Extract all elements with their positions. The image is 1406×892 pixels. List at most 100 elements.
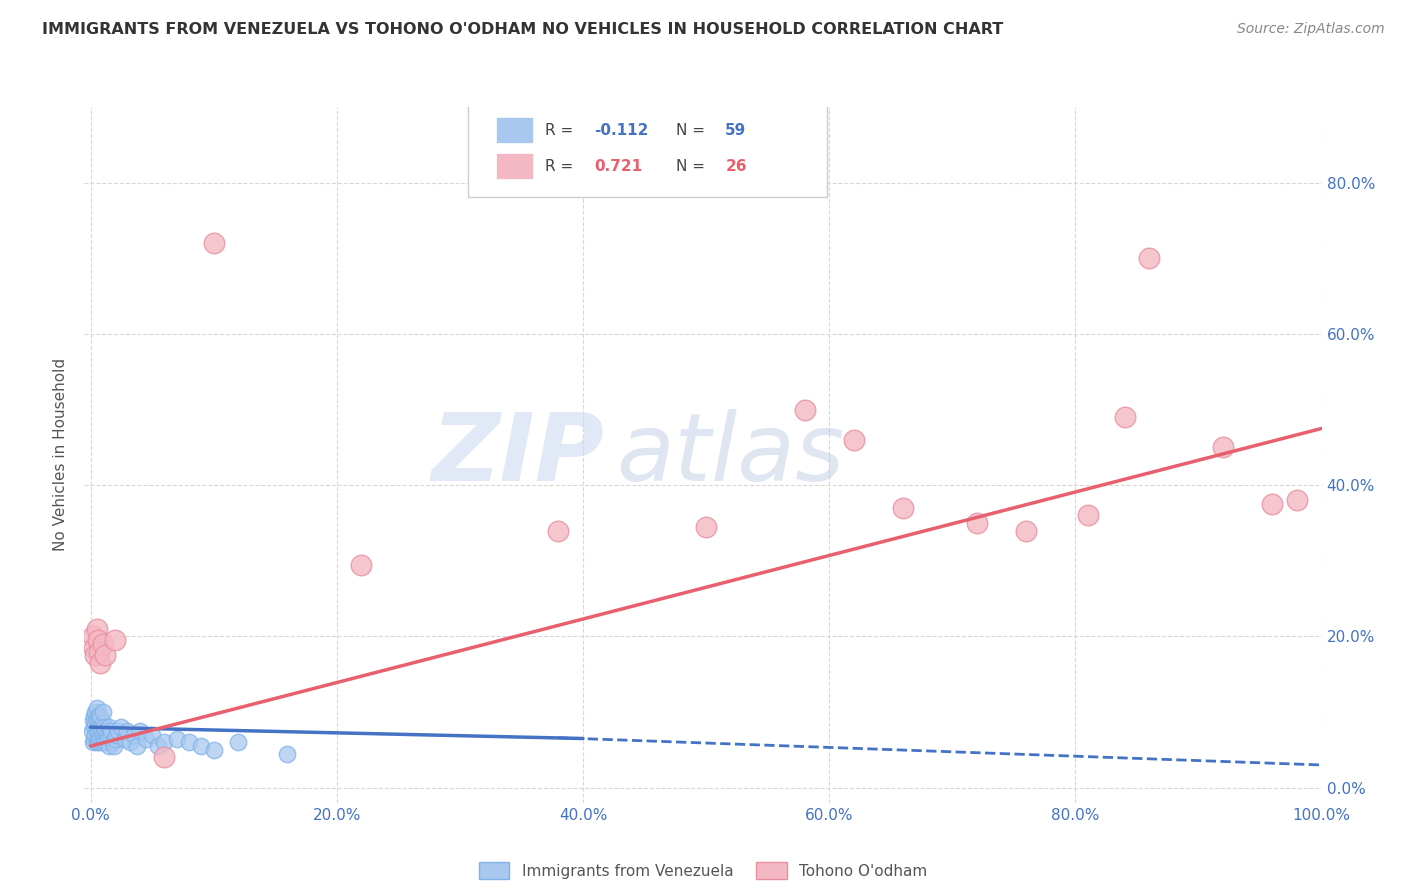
Y-axis label: No Vehicles in Household: No Vehicles in Household bbox=[53, 359, 69, 551]
Point bbox=[350, 558, 373, 572]
Point bbox=[110, 720, 132, 734]
Text: -0.112: -0.112 bbox=[595, 122, 648, 137]
Point bbox=[97, 731, 120, 746]
Point bbox=[276, 747, 298, 761]
Text: Source: ZipAtlas.com: Source: ZipAtlas.com bbox=[1237, 22, 1385, 37]
Point bbox=[695, 520, 717, 534]
Point bbox=[83, 708, 105, 723]
Point bbox=[86, 622, 108, 636]
Point bbox=[177, 735, 200, 749]
Point bbox=[98, 739, 121, 753]
Point bbox=[793, 402, 815, 417]
Text: IMMIGRANTS FROM VENEZUELA VS TOHONO O'ODHAM NO VEHICLES IN HOUSEHOLD CORRELATION: IMMIGRANTS FROM VENEZUELA VS TOHONO O'OD… bbox=[42, 22, 1004, 37]
Point bbox=[122, 728, 145, 742]
Point bbox=[91, 705, 114, 719]
Point bbox=[114, 731, 136, 746]
Point bbox=[87, 731, 110, 746]
Text: N =: N = bbox=[676, 122, 710, 137]
Point bbox=[98, 728, 121, 742]
Text: 59: 59 bbox=[725, 122, 747, 137]
Point bbox=[94, 735, 117, 749]
Point bbox=[87, 633, 110, 648]
Point bbox=[1137, 252, 1160, 266]
Point bbox=[83, 731, 105, 746]
Point bbox=[86, 713, 108, 727]
Bar bbox=[496, 153, 533, 179]
Point bbox=[98, 720, 121, 734]
Point bbox=[84, 705, 107, 719]
Text: R =: R = bbox=[544, 122, 578, 137]
Point bbox=[82, 713, 104, 727]
Point bbox=[226, 735, 249, 749]
Point bbox=[202, 236, 225, 251]
Point bbox=[93, 731, 115, 746]
Point bbox=[80, 723, 103, 738]
Point bbox=[105, 728, 128, 742]
Point bbox=[104, 633, 127, 648]
Text: atlas: atlas bbox=[616, 409, 845, 500]
Point bbox=[127, 739, 149, 753]
Point bbox=[91, 716, 114, 731]
Point bbox=[153, 750, 176, 764]
Point bbox=[83, 640, 105, 655]
Point bbox=[118, 735, 141, 749]
Point bbox=[141, 728, 163, 742]
Point bbox=[96, 728, 118, 742]
Point bbox=[91, 728, 114, 742]
Point bbox=[90, 723, 112, 738]
Point bbox=[135, 731, 157, 746]
Point bbox=[87, 708, 110, 723]
Bar bbox=[496, 117, 533, 144]
Point bbox=[90, 735, 112, 749]
Point bbox=[842, 433, 865, 447]
Point bbox=[87, 720, 110, 734]
Point bbox=[1015, 524, 1038, 538]
Point bbox=[166, 731, 188, 746]
Point bbox=[153, 735, 176, 749]
Point bbox=[86, 735, 108, 749]
Point bbox=[89, 735, 111, 749]
Point bbox=[86, 701, 108, 715]
Point bbox=[93, 720, 115, 734]
Legend: Immigrants from Venezuela, Tohono O'odham: Immigrants from Venezuela, Tohono O'odha… bbox=[472, 855, 934, 886]
Point bbox=[891, 500, 914, 515]
Point bbox=[94, 723, 117, 738]
Point bbox=[84, 716, 107, 731]
Point bbox=[86, 723, 108, 738]
Point bbox=[117, 723, 139, 738]
Point bbox=[84, 648, 107, 663]
Point bbox=[107, 723, 129, 738]
Text: 26: 26 bbox=[725, 159, 747, 174]
Point bbox=[82, 629, 104, 643]
Point bbox=[104, 731, 127, 746]
Point bbox=[1077, 508, 1099, 523]
Point bbox=[89, 720, 111, 734]
Point bbox=[1285, 493, 1308, 508]
Point bbox=[128, 723, 150, 738]
Point bbox=[94, 648, 117, 663]
Point bbox=[89, 644, 111, 658]
Text: N =: N = bbox=[676, 159, 710, 174]
Point bbox=[89, 723, 111, 738]
Point bbox=[83, 720, 105, 734]
Point bbox=[101, 735, 124, 749]
Point bbox=[1212, 441, 1234, 455]
Point bbox=[148, 739, 170, 753]
Point bbox=[100, 723, 122, 738]
Point bbox=[89, 656, 111, 670]
Point bbox=[190, 739, 212, 753]
Point bbox=[84, 728, 107, 742]
Text: 0.721: 0.721 bbox=[595, 159, 643, 174]
FancyBboxPatch shape bbox=[468, 100, 827, 197]
Point bbox=[103, 739, 125, 753]
Point bbox=[89, 708, 111, 723]
Point bbox=[547, 524, 569, 538]
Point bbox=[1114, 410, 1136, 425]
Point bbox=[91, 637, 114, 651]
Point bbox=[89, 713, 111, 727]
Text: R =: R = bbox=[544, 159, 582, 174]
Point bbox=[202, 743, 225, 757]
Text: ZIP: ZIP bbox=[432, 409, 605, 501]
Point bbox=[82, 735, 104, 749]
Point bbox=[89, 731, 111, 746]
